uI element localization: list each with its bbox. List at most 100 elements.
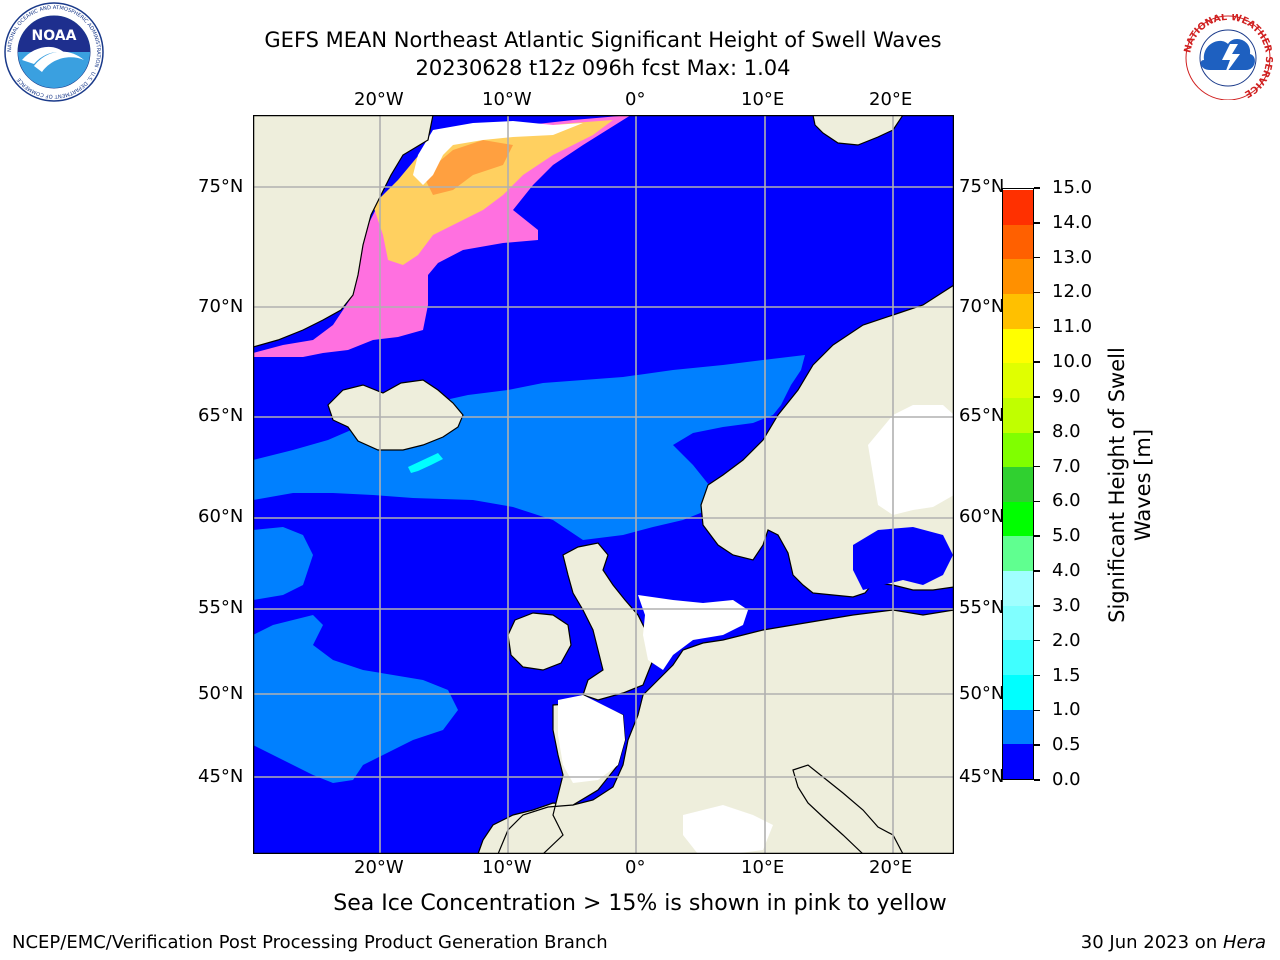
colorbar-label-line2: Waves [m] [1131,428,1155,542]
colorbar-tick-label: 0.5 [1052,734,1081,756]
colorbar-segment [1003,432,1033,468]
footer-machine: Hera [1222,932,1266,953]
lat-label-right-45n: 45°N [959,766,1005,787]
colorbar-segment [1003,639,1033,676]
colorbar-segment [1003,674,1033,710]
colorbar-tick-label: 0.0 [1052,769,1081,790]
colorbar-tick-mark [1034,639,1040,642]
colorbar-tick-mark [1034,431,1040,433]
colorbar-segment [1003,709,1033,745]
lat-label-right-75n: 75°N [959,176,1005,197]
colorbar-segment [1003,466,1033,502]
colorbar-segment [1003,605,1033,641]
colorbar-tick-mark [1034,744,1040,746]
no-data-biscay [558,695,625,783]
colorbar-segment [1003,328,1033,364]
colorbar-tick-mark [1034,605,1040,607]
colorbar-tick-mark [1034,709,1040,712]
lat-label-right-60n: 60°N [959,506,1005,527]
map-frame [253,115,954,854]
sea-ice-pink [253,115,631,357]
colorbar-tick-label: 4.0 [1052,560,1081,582]
lon-label-top-20w: 20°W [354,89,404,110]
lat-label-left-50n: 50°N [198,683,244,704]
land-svalbard [812,115,904,146]
lat-label-left-45n: 45°N [198,766,244,787]
land-greenland [253,115,434,348]
colorbar-tick-label: 1.5 [1052,664,1081,686]
colorbar-tick-label: 12.0 [1052,281,1093,303]
svg-text:NOAA: NOAA [32,28,77,44]
chart-title: GEFS MEAN Northeast Atlantic Significant… [264,28,942,52]
colorbar-tick-label: 15.0 [1052,177,1093,198]
colorbar-tick-mark [1034,570,1040,572]
graticule [253,115,954,854]
colorbar-tick-mark [1034,674,1040,677]
colorbar-segment [1003,258,1033,294]
colorbar-tick-mark [1034,535,1040,537]
colorbar-tick-mark [1034,187,1040,189]
land-great-britain [562,542,654,701]
footer-left: NCEP/EMC/Verification Post Processing Pr… [12,932,608,953]
lat-label-left-65n: 65°N [198,405,244,426]
land-italy [792,764,904,854]
sea-ice-orange [423,140,513,195]
colorbar-label-line1: Significant Height of Swell [1105,347,1129,623]
lon-label-bottom-10e: 10°E [741,857,785,878]
footer-date: 30 Jun 2023 on [1080,932,1223,953]
colorbar-tick-mark [1034,361,1040,363]
colorbar-tick-label: 5.0 [1052,525,1081,547]
colorbar-tick-label: 13.0 [1052,246,1093,268]
lon-label-bottom-0: 0° [625,857,646,878]
lon-label-bottom-20e: 20°E [869,857,913,878]
colorbar-tick-mark [1034,465,1040,468]
no-data-north-sea-coast [638,595,748,670]
lat-label-right-70n: 70°N [959,296,1005,317]
colorbar-tick-mark [1034,291,1040,294]
land-ireland [507,612,572,671]
swell-cyan-spot [408,453,443,473]
swell-west-patch-2 [253,527,313,600]
colorbar-tick-labels: 0.0 0.5 1.0 1.5 2.0 3.0 4.0 5.0 6.0 7.0 8.0 9.0 10.0… [1034,0,1104,960]
colorbar-tick-label: 1.0 [1052,699,1081,721]
colorbar-tick-mark [1034,500,1040,503]
colorbar-tick-label: 11.0 [1052,316,1093,338]
colorbar-tick-label: 14.0 [1052,211,1093,233]
swell-west-patch [253,615,458,783]
lon-label-top-10w: 10°W [482,89,532,110]
lat-label-left-75n: 75°N [198,176,244,197]
noaa-logo: NATIONAL OCEANIC AND ATMOSPHERIC ADMINIS… [4,2,104,102]
chart-subtitle: 20230628 t12z 096h fcst Max: 1.04 [415,56,791,80]
colorbar-segment [1003,535,1033,572]
colorbar-tick-mark [1034,222,1040,224]
colorbar-tick-mark [1034,256,1040,259]
lat-label-right-55n: 55°N [959,597,1005,618]
colorbar-tick-label: 6.0 [1052,490,1081,512]
colorbar-segment [1003,570,1033,606]
colorbar-tick-label: 10.0 [1052,351,1093,373]
colorbar-segment [1003,189,1033,225]
colorbar-tick-label: 8.0 [1052,420,1081,442]
lat-label-left-60n: 60°N [198,506,244,527]
colorbar-tick-label: 2.0 [1052,629,1081,651]
colorbar-tick-label: 3.0 [1052,594,1081,616]
colorbar-tick-mark [1034,326,1040,329]
sea-ice-note: Sea Ice Concentration > 15% is shown in … [333,891,947,916]
colorbar-segment [1003,293,1033,329]
lon-label-bottom-10w: 10°W [482,857,532,878]
colorbar-tick-label: 7.0 [1052,455,1081,477]
nws-logo: NATIONAL WEATHER SERVICE [1178,12,1278,101]
lon-label-bottom-20w: 20°W [354,857,404,878]
colorbar-tick-label: 9.0 [1052,385,1081,407]
colorbar-segment [1003,397,1033,433]
swell-band-mid [253,355,805,540]
colorbar-tick-mark [1034,779,1040,781]
footer-right: 30 Jun 2023 on Hera [1081,932,1266,954]
lat-label-right-65n: 65°N [959,405,1005,426]
colorbar [1002,188,1034,780]
lat-label-right-50n: 50°N [959,683,1005,704]
lat-label-left-55n: 55°N [198,597,244,618]
no-data-bothnia [868,405,954,515]
no-data-mediterranean [683,805,773,854]
colorbar-tick-mark [1034,396,1040,398]
